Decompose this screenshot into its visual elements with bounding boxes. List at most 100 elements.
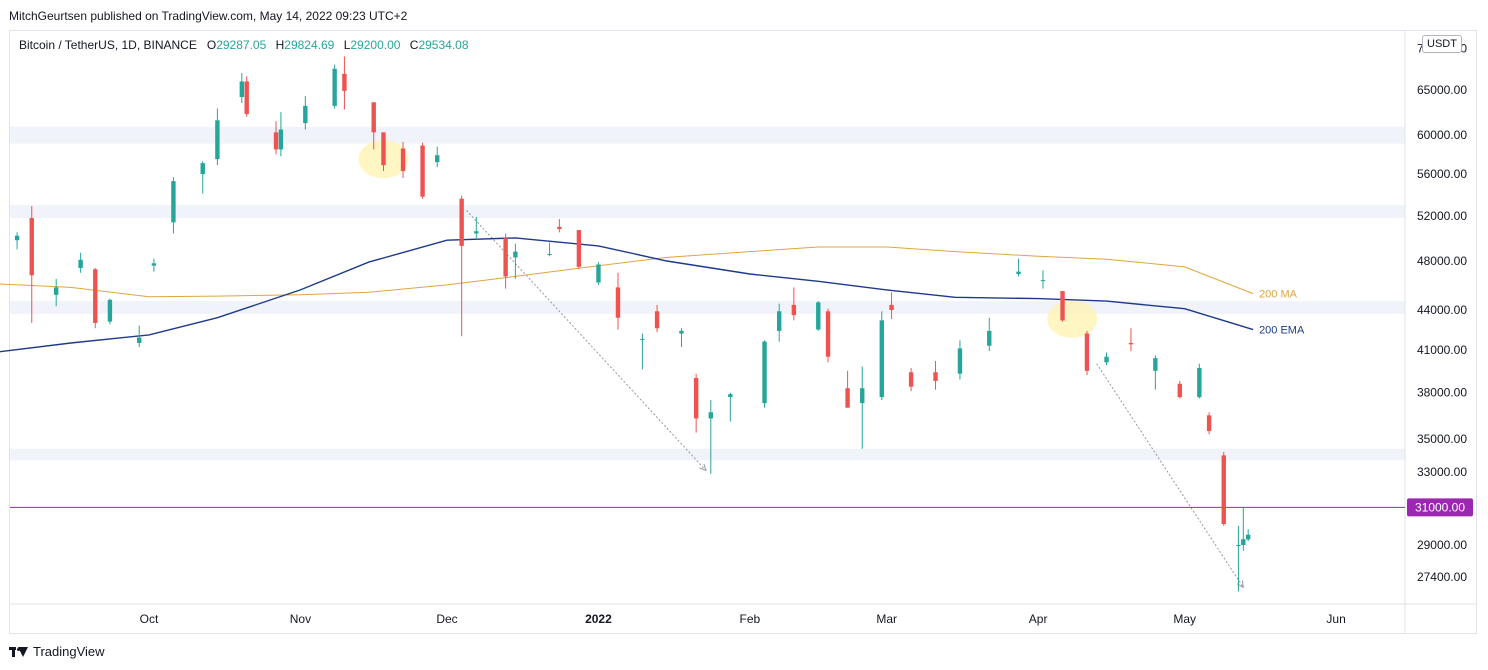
candle-body <box>78 259 83 269</box>
candle <box>693 373 699 433</box>
candle-body <box>889 304 894 310</box>
time-tick-label: Dec <box>436 612 457 626</box>
candle <box>679 328 684 348</box>
candle <box>879 311 884 401</box>
price-tick-label: 35000.00 <box>1417 432 1467 446</box>
axes <box>10 31 1476 633</box>
price-tick-label: 41000.00 <box>1417 343 1467 357</box>
candle-body <box>53 287 59 295</box>
candle <box>615 272 621 330</box>
candle <box>908 367 914 392</box>
time-tick-label: Jun <box>1326 612 1345 626</box>
candle-body <box>1206 415 1212 432</box>
candle-body <box>816 302 821 330</box>
time-tick-label: 2022 <box>585 612 612 626</box>
ma-200-label: 200 MA <box>1259 289 1298 301</box>
candle-body <box>654 311 660 329</box>
symbol-legend: Bitcoin / TetherUS, 1D, BINANCE O29287.0… <box>19 38 475 52</box>
candle-body <box>933 372 938 381</box>
candle-body <box>615 287 621 318</box>
candle-body <box>342 73 347 91</box>
candle <box>78 252 83 273</box>
candle-body <box>640 338 645 340</box>
candle <box>151 258 157 272</box>
time-tick-label: Nov <box>290 612 311 626</box>
candle <box>728 392 733 422</box>
candle <box>957 340 963 380</box>
candle <box>303 96 308 130</box>
candle <box>889 292 894 320</box>
zone-band <box>10 205 1405 219</box>
candle-body <box>845 388 850 408</box>
publisher-line: MitchGeurtsen published on TradingView.c… <box>9 9 408 23</box>
ma-200-line <box>0 246 1254 298</box>
candle <box>987 317 992 352</box>
candle-body <box>171 181 176 223</box>
candle <box>1236 525 1241 592</box>
candle-body <box>239 81 245 98</box>
candle-body <box>244 81 249 114</box>
close-value: 29534.08 <box>418 38 469 52</box>
candle-body <box>14 235 20 241</box>
candle <box>816 301 821 331</box>
candles <box>14 56 1251 592</box>
candle <box>860 366 865 449</box>
symbol-name: Bitcoin / TetherUS, 1D, BINANCE <box>19 38 197 52</box>
candle <box>29 206 34 323</box>
candle-body <box>29 218 34 276</box>
candle <box>435 146 440 168</box>
candle <box>459 195 464 337</box>
candle <box>1040 270 1046 289</box>
time-tick-label: Apr <box>1029 612 1048 626</box>
price-tick-label: 56000.00 <box>1417 167 1467 181</box>
candle-body <box>151 263 157 266</box>
brand-name: TradingView <box>33 644 105 659</box>
candle-body <box>459 198 464 246</box>
time-tick-label: May <box>1173 612 1196 626</box>
candle <box>776 303 782 342</box>
time-tick-label: Oct <box>140 612 159 626</box>
candle <box>342 56 347 110</box>
candle <box>400 141 406 179</box>
candle <box>273 121 279 155</box>
candle-body <box>1197 367 1202 398</box>
price-tick-label: 52000.00 <box>1417 209 1467 223</box>
currency-badge[interactable]: USDT <box>1422 35 1462 53</box>
candle <box>278 112 284 157</box>
candle <box>1060 291 1065 322</box>
candle-body <box>1060 291 1065 321</box>
price-tick-label: 44000.00 <box>1417 303 1467 317</box>
candle-body <box>762 341 767 404</box>
candle <box>1153 355 1158 390</box>
candle-body <box>400 148 406 172</box>
projection-arrow <box>1096 363 1244 588</box>
price-tick-label: 38000.00 <box>1417 386 1467 400</box>
candle <box>1128 328 1134 352</box>
candle <box>845 370 850 408</box>
candle-body <box>278 129 284 150</box>
candle-body <box>825 311 831 357</box>
candle-body <box>1128 342 1134 345</box>
ema-200-label: 200 EMA <box>1259 325 1305 337</box>
candle <box>596 262 601 285</box>
candle <box>244 76 249 117</box>
candle-body <box>708 412 714 419</box>
candle <box>107 298 113 325</box>
candle <box>1241 507 1246 551</box>
footer-brand[interactable]: TradingView <box>9 644 105 659</box>
candle-body <box>1236 545 1241 546</box>
candle <box>474 216 479 238</box>
candle <box>137 325 142 348</box>
candle <box>640 333 645 370</box>
candle-body <box>679 330 684 334</box>
chart-frame <box>9 30 1477 634</box>
candle-body <box>215 120 220 160</box>
time-axis: Oct Nov Dec 2022 Feb Mar Apr May Jun <box>140 612 1346 626</box>
projection-arrow <box>466 210 707 471</box>
candle-body <box>503 237 508 277</box>
arrow-head <box>699 463 707 472</box>
candle-body <box>474 231 479 234</box>
candle-body <box>596 264 601 283</box>
candle <box>547 242 552 257</box>
